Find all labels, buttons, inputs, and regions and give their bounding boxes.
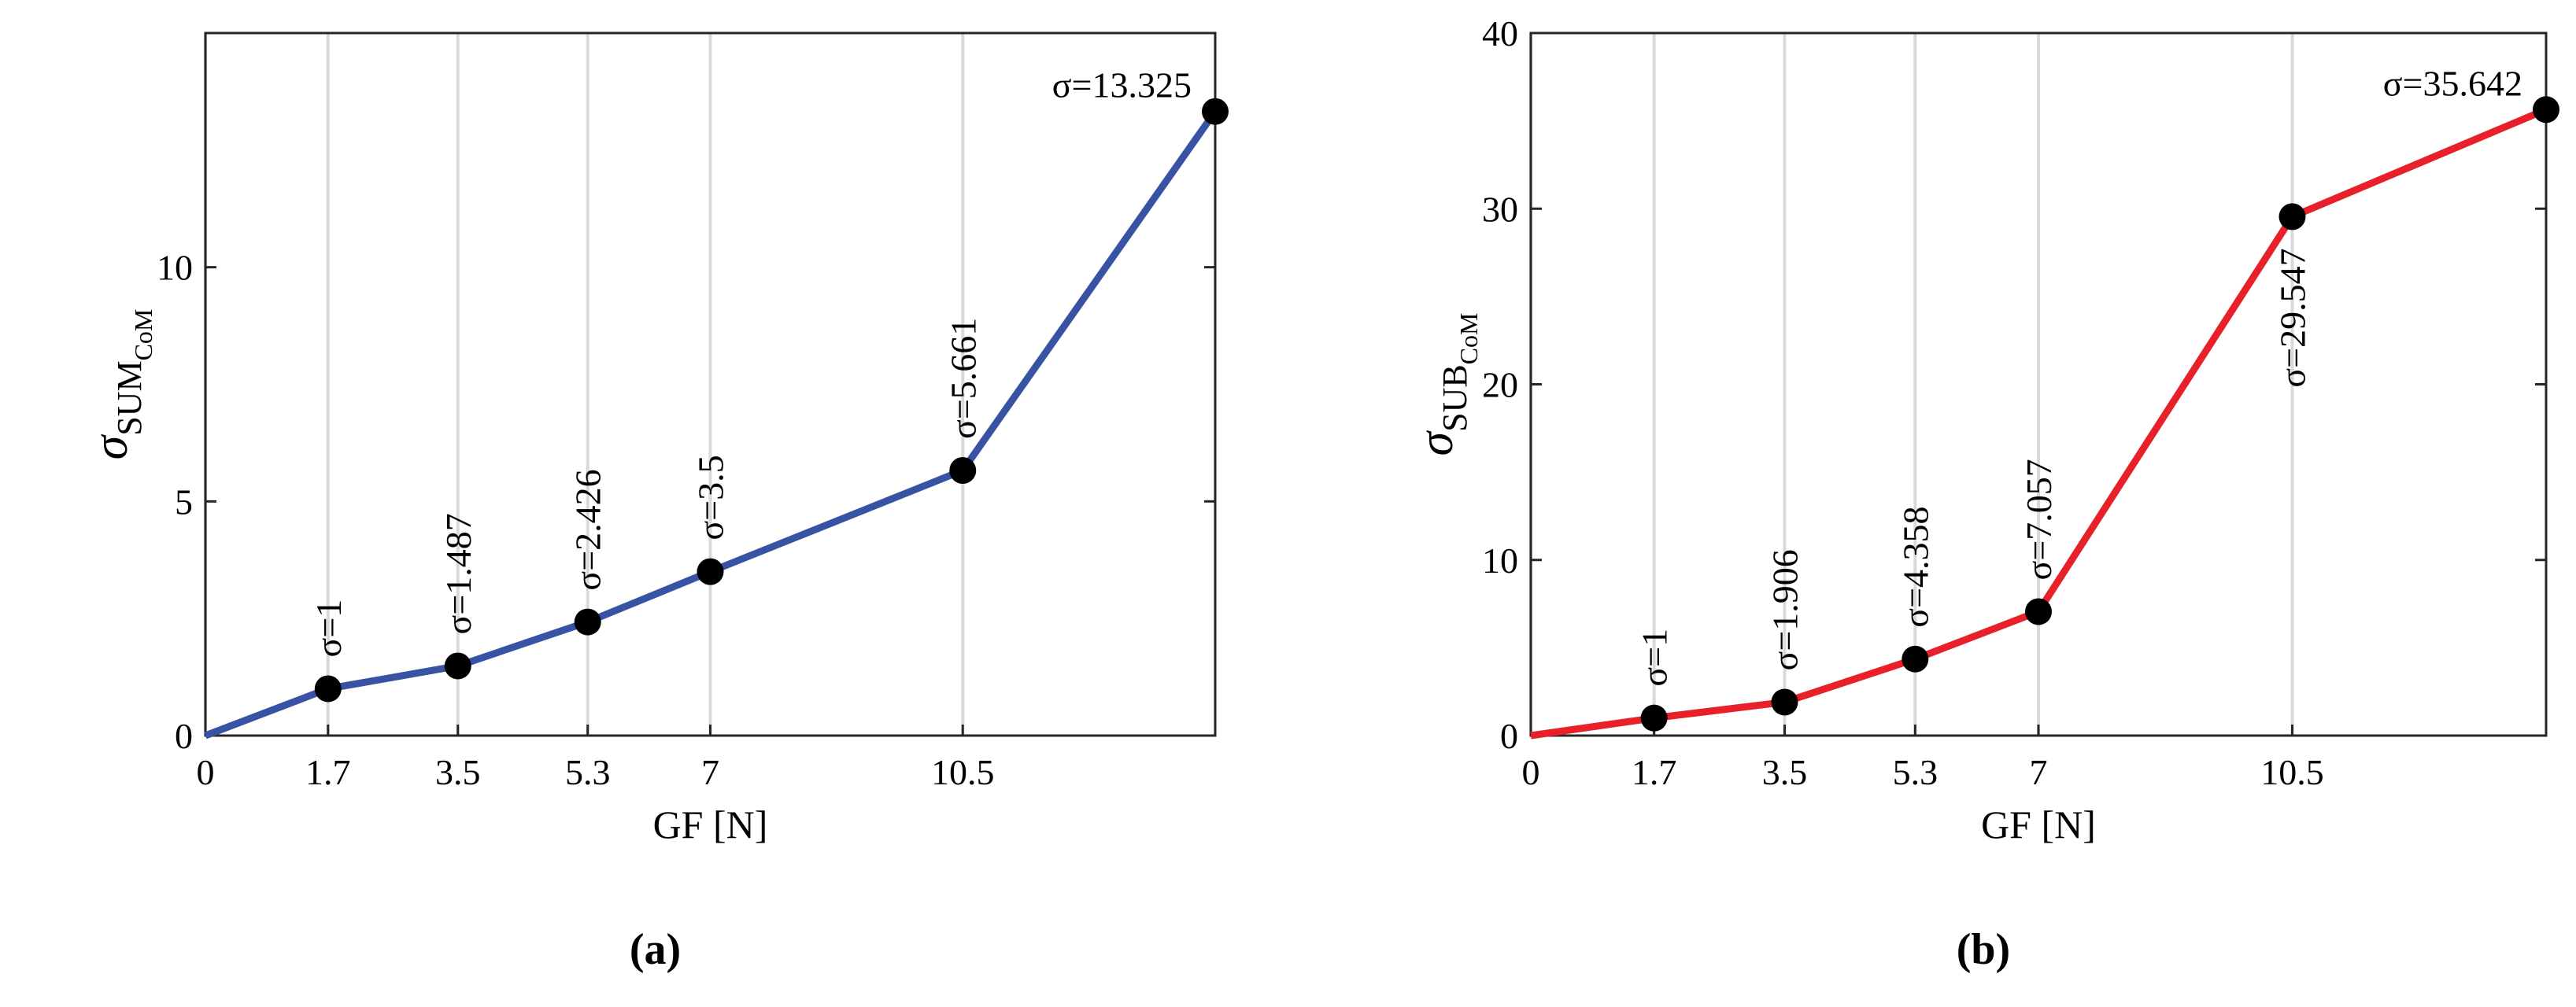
x-tick-label: 5.3 — [1893, 752, 1938, 792]
x-tick-label: 3.5 — [1762, 752, 1808, 792]
y-label-main: σ — [1410, 430, 1463, 456]
value-label: σ=1.487 — [438, 513, 479, 634]
point — [1202, 98, 1229, 125]
y-axis-label: σSUMCoM — [84, 309, 157, 460]
point — [314, 675, 342, 703]
value-label: σ=5.661 — [943, 318, 983, 439]
value-label: σ=13.325 — [1052, 65, 1192, 105]
point — [2278, 203, 2306, 231]
x-tick-label: 3.5 — [435, 752, 481, 792]
x-tick-label: 7 — [701, 752, 719, 792]
y-label-subsub: CoM — [129, 309, 157, 361]
y-tick-label: 10 — [157, 248, 193, 288]
y-tick-label: 0 — [175, 716, 193, 756]
y-tick-label: 5 — [175, 481, 193, 522]
x-tick-label: 0 — [1522, 752, 1540, 792]
caption: (a) — [630, 925, 681, 974]
value-label: σ=1 — [1635, 629, 1675, 687]
value-label: σ=2.426 — [568, 469, 608, 590]
value-label: σ=4.358 — [1895, 506, 1935, 627]
value-label: σ=29.547 — [2273, 248, 2313, 387]
x-tick-label: 5.3 — [565, 752, 611, 792]
x-axis-label: GF [N] — [653, 802, 768, 847]
y-tick-label: 0 — [1500, 716, 1518, 756]
plot-frame — [1529, 31, 2548, 737]
point — [574, 608, 601, 636]
plot-frame — [204, 31, 1217, 737]
caption: (b) — [1957, 925, 2010, 974]
x-tick-label: 1.7 — [305, 752, 351, 792]
x-tick-label: 7 — [2030, 752, 2048, 792]
point — [949, 456, 977, 484]
x-axis-label: GF [N] — [1981, 802, 2096, 847]
y-label-main: σ — [84, 433, 138, 459]
y-label-subsub: CoM — [1454, 313, 1483, 365]
value-label: σ=1 — [309, 599, 349, 658]
x-tick-label: 10.5 — [931, 752, 995, 792]
point — [2533, 96, 2559, 124]
x-tick-label: 1.7 — [1632, 752, 1677, 792]
y-axis-label: σSUBCoM — [1410, 313, 1483, 456]
x-tick-label: 0 — [197, 752, 215, 792]
y-tick-label: 10 — [1482, 540, 1518, 581]
x-tick-label: 10.5 — [2260, 752, 2324, 792]
point — [1902, 645, 1929, 673]
y-tick-label: 40 — [1482, 13, 1518, 53]
y-label-sub: SUM — [110, 360, 149, 435]
value-label: σ=35.642 — [2383, 63, 2522, 103]
point — [1640, 704, 1668, 732]
point — [697, 558, 724, 585]
point — [2025, 598, 2052, 625]
point — [444, 652, 471, 680]
point — [1771, 688, 1798, 716]
y-label-sub: SUB — [1436, 364, 1474, 432]
value-label: σ=3.5 — [691, 455, 731, 540]
value-label: σ=1.906 — [1765, 549, 1805, 670]
y-tick-label: 20 — [1482, 365, 1518, 405]
value-label: σ=7.057 — [2019, 459, 2059, 580]
y-tick-label: 30 — [1482, 189, 1518, 229]
